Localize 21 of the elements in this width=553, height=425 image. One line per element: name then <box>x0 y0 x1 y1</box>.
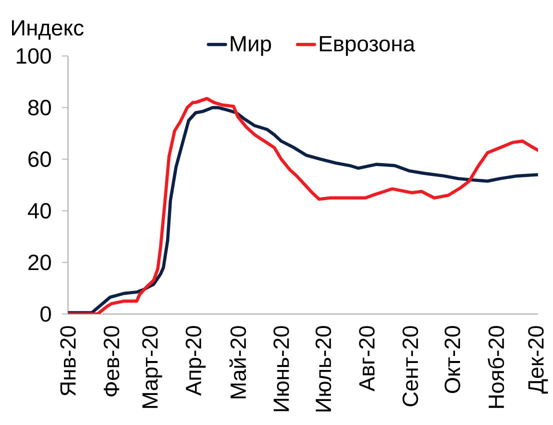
x-tick-label: Янв-20 <box>60 326 76 396</box>
x-tick-label: Фев-20 <box>104 326 120 396</box>
x-tick-label: Июнь-20 <box>273 326 290 412</box>
x-tick-label: Май-20 <box>229 326 246 398</box>
y-tick-label: 80 <box>28 100 51 116</box>
y-tick-label: 60 <box>28 151 51 167</box>
y-tick-label: 20 <box>28 254 51 270</box>
x-tick-label: Март-20 <box>142 326 162 408</box>
y-tick-label: 100 <box>16 48 51 64</box>
legend-label: Еврозона <box>320 36 416 56</box>
x-tick-label: Авг-20 <box>359 326 375 392</box>
x-tick-label: Нояб-20 <box>488 326 504 408</box>
y-axis-title: Индекс <box>12 20 84 40</box>
x-tick-label: Июль-20 <box>316 326 332 412</box>
legend-label: Мир <box>230 36 271 56</box>
y-tick-label: 40 <box>28 203 51 219</box>
x-tick-label: Сент-20 <box>402 326 418 406</box>
x-tick-label: Дек-20 <box>528 326 548 394</box>
x-tick-label: Апр-20 <box>186 326 206 396</box>
y-tick-label: 0 <box>40 306 51 322</box>
x-tick-label: Окт-20 <box>444 326 460 394</box>
